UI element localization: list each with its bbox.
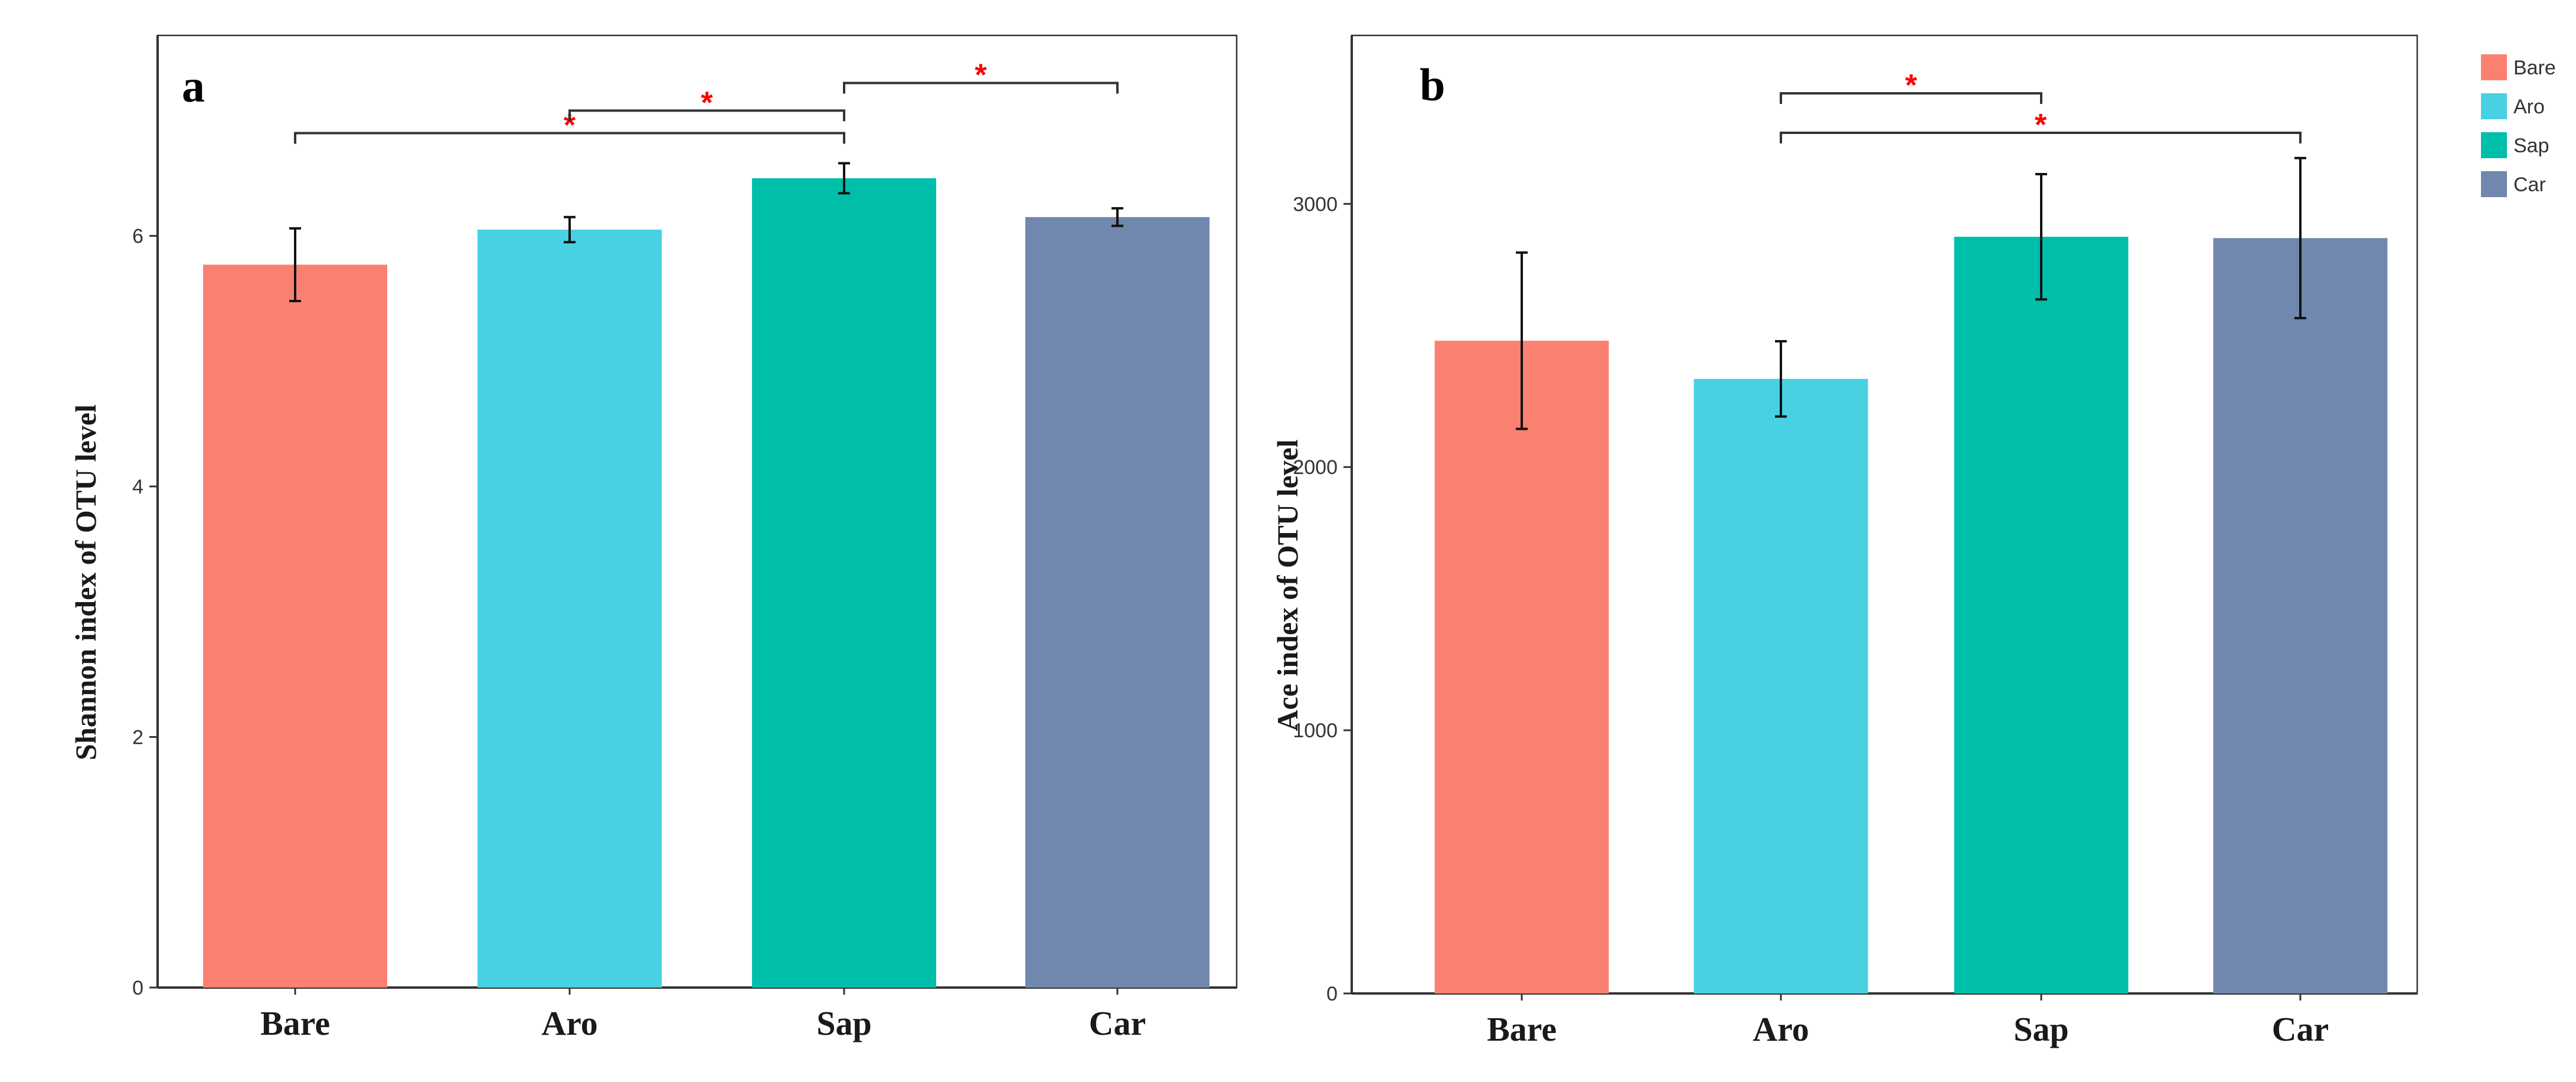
- legend-swatch-aro: [2481, 93, 2507, 119]
- significance-star: *: [701, 86, 713, 120]
- y-tick-label: 6: [132, 225, 143, 248]
- y-axis-title: Shannon index of OTU level: [69, 404, 102, 760]
- y-tick-label: 0: [1326, 983, 1338, 1005]
- significance-star: *: [1905, 68, 1917, 103]
- panel-label-b: b: [1420, 59, 1445, 110]
- y-tick-label: 0: [132, 977, 143, 999]
- y-tick-label: 3000: [1293, 193, 1338, 215]
- x-tick-label-car: Car: [1089, 1004, 1146, 1042]
- x-tick-label-aro: Aro: [1753, 1010, 1809, 1048]
- significance-bracket: [1780, 92, 2042, 104]
- bar-aro: [1694, 378, 1868, 993]
- legend-swatch-car: [2481, 171, 2507, 197]
- legend-label-sap: Sap: [2513, 135, 2549, 157]
- significance-star: *: [564, 109, 576, 143]
- x-tick-label-car: Car: [2272, 1010, 2329, 1048]
- significance-star: *: [975, 58, 987, 93]
- legend-label-car: Car: [2513, 174, 2546, 196]
- panel-label-a: a: [182, 60, 205, 112]
- bar-bare: [203, 264, 387, 988]
- legend-label-bare: Bare: [2513, 57, 2556, 79]
- y-tick-label: 2: [132, 727, 143, 749]
- legend: Bare Aro Sap Car: [2481, 54, 2556, 197]
- x-tick-label-bare: Bare: [260, 1004, 330, 1042]
- significance-bracket: [294, 132, 845, 144]
- significance-bracket: [843, 81, 1119, 94]
- y-tick-label: 4: [132, 476, 143, 498]
- bar-sap: [1954, 237, 2129, 993]
- bar-bare: [1434, 341, 1609, 994]
- chart-panel-a: 0 2 4 6 Bare Aro Sap Car * * * Shannon index of OTU…: [69, 34, 1238, 1042]
- legend-swatch-bare: [2481, 54, 2507, 80]
- bar-car: [1025, 217, 1209, 988]
- chart-panel-b: 0 1000 2000 3000 Bare Aro Sap Car * * Ace index of…: [1271, 34, 2418, 1048]
- legend-swatch-sap: [2481, 132, 2507, 158]
- bar-car: [2213, 238, 2388, 994]
- bar-aro: [478, 229, 662, 988]
- significance-star: *: [2035, 108, 2047, 142]
- x-tick-label-sap: Sap: [2013, 1010, 2069, 1048]
- x-tick-label-bare: Bare: [1487, 1010, 1557, 1048]
- y-tick-label: 1000: [1293, 720, 1338, 742]
- y-axis-title: Ace index of OTU level: [1271, 439, 1304, 731]
- x-tick-label-sap: Sap: [816, 1004, 872, 1042]
- significance-bracket: [1780, 131, 2302, 143]
- x-tick-label-aro: Aro: [541, 1004, 598, 1042]
- bar-sap: [752, 178, 936, 988]
- significance-bracket: [568, 109, 845, 122]
- legend-label-aro: Aro: [2513, 96, 2545, 118]
- y-tick-label: 2000: [1293, 456, 1338, 479]
